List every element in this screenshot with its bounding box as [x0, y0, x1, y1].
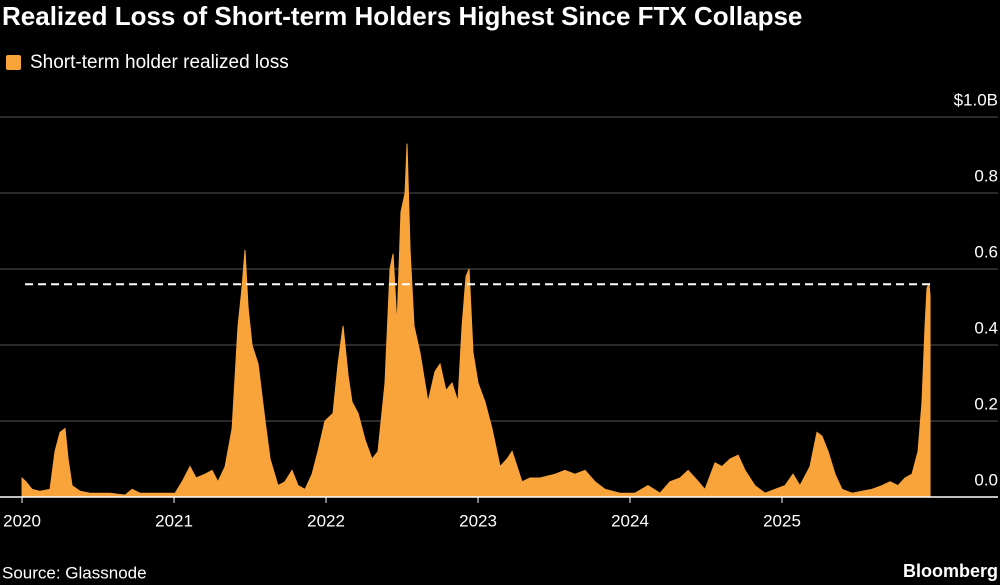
- y-tick-label: 0.6: [974, 242, 998, 261]
- legend-swatch: [6, 55, 21, 70]
- source: Source: Glassnode: [2, 563, 147, 582]
- y-tick-label: 0.4: [974, 318, 998, 337]
- y-tick-label: $1.0B: [954, 90, 998, 109]
- area: [21, 143, 931, 498]
- y-tick-label: 0.0: [974, 470, 998, 489]
- y-tick-label: 0.8: [974, 166, 998, 185]
- x-tick-label: 2024: [611, 511, 649, 530]
- y-tick-label: 0.2: [974, 394, 998, 413]
- chart-title: Realized Loss of Short-term Holders High…: [2, 1, 802, 31]
- x-tick-label: 2020: [3, 511, 41, 530]
- x-tick-label: 2022: [307, 511, 345, 530]
- legend-label: Short-term holder realized loss: [30, 52, 289, 73]
- x-tick-label: 2025: [763, 511, 801, 530]
- x-tick-label: 2023: [459, 511, 497, 530]
- credit: Bloomberg: [903, 561, 998, 581]
- x-tick-label: 2021: [155, 511, 193, 530]
